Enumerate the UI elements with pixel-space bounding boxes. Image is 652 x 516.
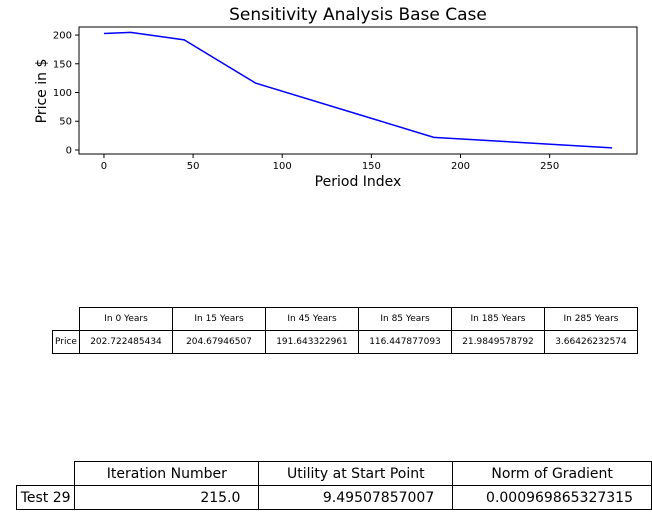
summary-cell: 0.000969865327315 [452,485,652,510]
price-cell: 204.67946507 [172,330,266,354]
price-table-header-row: In 0 Years In 15 Years In 45 Years In 85… [53,307,638,331]
y-axis-label: Price in $ [34,59,50,124]
price-table-column-header: In 185 Years [451,307,545,331]
price-cell: 116.447877093 [358,330,452,354]
x-axis-ticks: 0 50 100 150 200 250 [101,154,559,172]
y-tick-label: 100 [53,88,72,99]
series-layer [103,31,613,149]
summary-table-corner [17,462,75,486]
price-cell: 21.9849578792 [451,330,545,354]
x-tick-label: 200 [451,161,470,172]
plot-area [78,26,638,155]
series-line [103,31,613,149]
x-tick-label: 0 [101,161,107,172]
summary-table: Iteration Number Utility at Start Point … [15,461,652,510]
summary-table-column-header: Utility at Start Point [258,461,454,486]
price-table-column-header: In 85 Years [358,307,452,331]
price-table-column-header: In 45 Years [265,307,359,331]
price-table-column-header: In 15 Years [172,307,266,331]
chart-title: Sensitivity Analysis Base Case [229,5,487,25]
y-axis-ticks: 0 50 100 150 200 [53,31,79,156]
x-tick-label: 250 [540,161,559,172]
price-table-column-header: In 285 Years [544,307,638,331]
table-row: Price 202.722485434 204.67946507 191.643… [52,330,638,354]
y-tick-label: 0 [66,145,72,156]
summary-table-header-row: Iteration Number Utility at Start Point … [17,461,652,486]
summary-table-column-header: Iteration Number [74,461,260,486]
price-table-corner [53,308,80,331]
summary-cell: 215.0 [74,485,260,510]
price-table: In 0 Years In 15 Years In 45 Years In 85… [52,307,638,354]
x-tick-label: 150 [362,161,381,172]
line-chart: Sensitivity Analysis Base Case 0 50 100 150… [34,5,638,190]
x-axis-label: Period Index [315,174,402,190]
price-cell: 191.643322961 [265,330,359,354]
price-table-row-label: Price [52,330,80,354]
price-table-column-header: In 0 Years [79,307,173,331]
table-row: Test 29 215.0 9.49507857007 0.0009698653… [15,485,652,510]
summary-cell: 9.49507857007 [258,485,454,510]
price-cell: 202.722485434 [79,330,173,354]
price-cell: 3.66426232574 [544,330,638,354]
y-tick-label: 50 [59,117,72,128]
summary-table-row-label: Test 29 [15,485,76,510]
x-tick-label: 50 [187,161,200,172]
y-tick-label: 150 [53,59,72,70]
y-tick-label: 200 [53,31,72,42]
x-tick-label: 100 [273,161,292,172]
summary-table-column-header: Norm of Gradient [452,461,652,486]
